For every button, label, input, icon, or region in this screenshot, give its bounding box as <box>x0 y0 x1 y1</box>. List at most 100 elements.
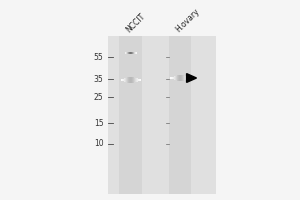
Bar <box>124 52 125 54</box>
Bar <box>126 78 127 82</box>
Bar <box>140 79 141 81</box>
Bar <box>169 36 191 194</box>
Bar <box>130 52 131 54</box>
Text: NCCIT: NCCIT <box>124 11 147 34</box>
Bar <box>181 75 182 81</box>
Bar <box>122 79 123 81</box>
Bar <box>185 76 186 80</box>
Bar <box>128 77 129 83</box>
Bar <box>177 75 178 81</box>
Bar <box>125 78 126 82</box>
Bar <box>133 52 134 54</box>
Bar <box>124 78 125 82</box>
Bar <box>133 77 134 83</box>
Bar <box>124 78 125 82</box>
Bar <box>184 76 185 80</box>
Bar <box>179 75 180 81</box>
Bar <box>175 76 176 80</box>
Bar <box>128 77 129 83</box>
Bar <box>136 52 137 54</box>
Bar <box>132 52 133 54</box>
Bar <box>132 77 133 83</box>
Bar <box>135 78 136 82</box>
Bar <box>122 79 123 81</box>
Bar <box>188 77 189 79</box>
Bar <box>130 52 131 54</box>
Bar <box>127 78 128 82</box>
Bar <box>137 78 138 82</box>
Bar <box>131 52 132 54</box>
Bar <box>132 77 133 83</box>
Bar <box>134 78 135 82</box>
Bar <box>187 77 188 79</box>
Bar <box>130 52 131 54</box>
Bar <box>125 52 126 54</box>
Bar <box>127 52 128 54</box>
Bar <box>132 52 133 54</box>
Bar <box>176 76 177 80</box>
Bar <box>189 77 190 79</box>
Bar <box>131 52 132 54</box>
Bar <box>125 52 126 54</box>
Bar <box>181 75 182 81</box>
Bar <box>126 52 127 54</box>
Bar <box>129 52 130 54</box>
Bar <box>137 79 138 81</box>
Bar <box>172 77 173 79</box>
Bar <box>129 77 130 83</box>
Text: 35: 35 <box>94 74 103 84</box>
Bar <box>129 52 130 54</box>
Text: 25: 25 <box>94 92 104 102</box>
Bar <box>134 52 135 54</box>
Bar <box>180 75 181 81</box>
Bar <box>186 76 187 80</box>
Bar <box>171 77 172 79</box>
Bar <box>173 77 174 79</box>
Bar <box>132 52 133 54</box>
Bar <box>174 76 175 80</box>
Bar <box>188 77 189 79</box>
Bar <box>133 52 134 54</box>
Text: 15: 15 <box>94 118 104 128</box>
Bar <box>129 77 130 83</box>
Bar <box>134 52 135 54</box>
Bar <box>178 75 179 81</box>
Bar <box>126 52 127 54</box>
Bar <box>136 78 137 82</box>
Bar <box>128 52 129 54</box>
Bar <box>184 76 185 80</box>
Bar <box>177 75 178 81</box>
Bar <box>182 75 183 81</box>
Bar <box>180 75 181 81</box>
Text: 10: 10 <box>94 140 104 148</box>
Bar <box>131 77 132 83</box>
Bar <box>138 79 139 81</box>
Bar <box>119 36 142 194</box>
Bar <box>186 76 187 80</box>
Bar <box>183 75 184 81</box>
Bar <box>126 78 127 82</box>
Bar <box>121 79 122 81</box>
Bar <box>123 79 124 81</box>
Bar <box>171 77 172 79</box>
Bar <box>133 77 134 83</box>
Bar <box>130 77 131 83</box>
Bar <box>125 78 126 82</box>
Bar <box>134 52 135 54</box>
Bar <box>182 75 183 81</box>
Bar <box>135 52 136 54</box>
Bar <box>134 78 135 82</box>
Bar <box>123 79 124 81</box>
Bar <box>189 77 190 79</box>
Bar <box>127 52 128 54</box>
Bar <box>172 77 173 79</box>
Bar <box>179 75 180 81</box>
Bar <box>139 79 140 81</box>
Bar <box>125 52 126 54</box>
Bar <box>136 52 137 54</box>
Bar <box>121 79 122 81</box>
Bar <box>136 52 137 54</box>
Bar <box>170 77 171 79</box>
Bar <box>135 78 136 82</box>
Bar <box>138 79 139 81</box>
